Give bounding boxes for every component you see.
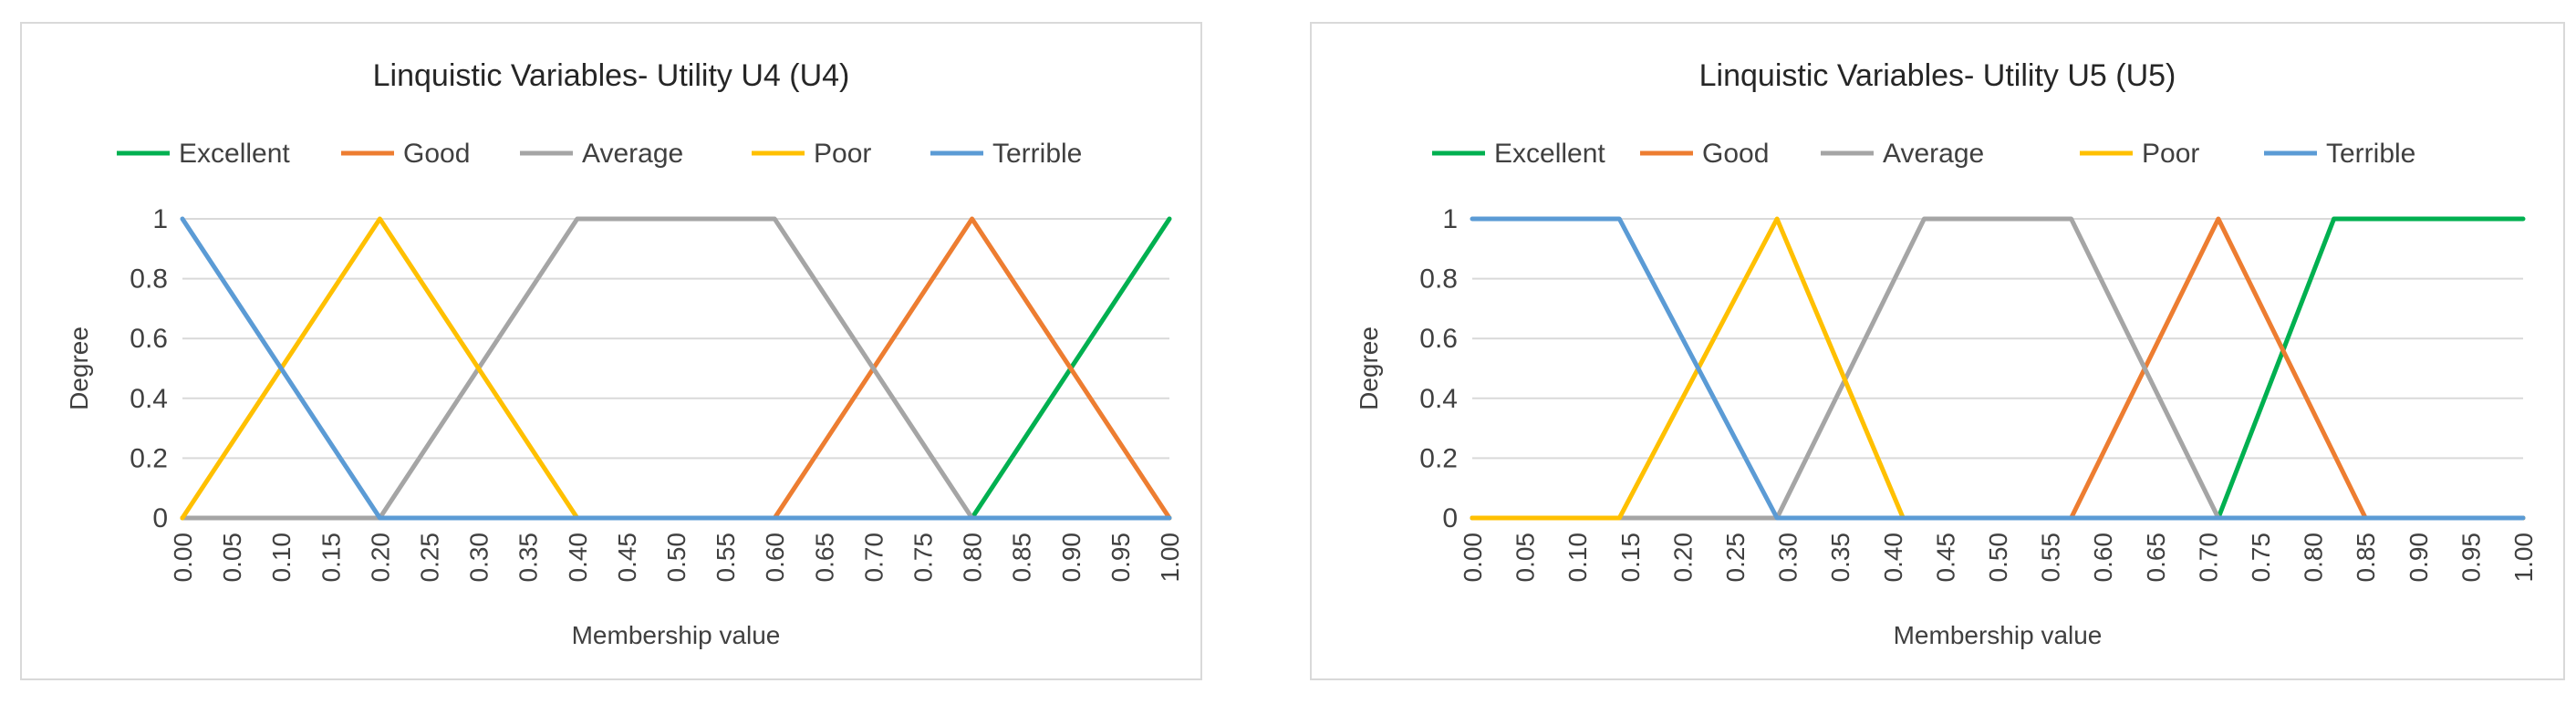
legend-label-average: Average [1883,139,1984,169]
series-line-good [180,216,1172,521]
x-tick-label: 0.25 [416,533,444,583]
x-tick-label: 0.70 [2194,533,2222,583]
x-tick-label: 0.45 [613,533,641,583]
x-tick-label: 0.65 [2142,533,2170,583]
chart-title: Linquistic Variables- Utility U4 (U4) [373,58,850,93]
legend-label-good: Good [403,139,470,169]
x-tick-label: 0.10 [267,533,296,583]
x-tick-label: 0.90 [2405,533,2433,583]
legend-label-average: Average [582,139,683,169]
x-tick-label: 0.00 [169,533,197,583]
series-line-average [1470,216,2526,521]
series-line-average [180,216,1172,521]
x-tick-label: 0.75 [2247,533,2275,583]
x-tick-label: 0.00 [1459,533,1487,583]
x-tick-label: 0.35 [514,533,543,583]
x-tick-label: 1.00 [1156,533,1184,583]
x-tick-label: 0.65 [810,533,838,583]
x-tick-label: 0.15 [1616,533,1645,583]
series-line-excellent [180,216,1172,521]
x-tick-label: 0.45 [1931,533,1959,583]
x-tick-label: 0.50 [662,533,691,583]
x-tick-label: 0.55 [712,533,740,583]
x-tick-label: 0.20 [1668,533,1697,583]
x-tick-label: 0.55 [2037,533,2065,583]
x-tick-label: 0.05 [218,533,246,583]
y-axis-title: Degree [1355,326,1383,410]
y-tick-label: 0.4 [1419,384,1458,414]
chart-u4: Linquistic Variables- Utility U4 (U4) Exc… [65,58,1184,649]
x-axis-title: Membership value [1894,621,2103,649]
x-tick-label: 0.40 [1879,533,1907,583]
x-tick-label: 0.90 [1057,533,1085,583]
legend-label-excellent: Excellent [1494,139,1605,169]
series-line-poor [1470,216,2526,521]
x-tick-label: 0.50 [1984,533,2012,583]
x-tick-label: 0.80 [959,533,987,583]
chart-panel-u5: Linquistic Variables- Utility U5 (U5) Exc… [1310,22,2565,680]
y-tick-label: 0.8 [1419,264,1458,295]
legend-label-excellent: Excellent [179,139,290,169]
chart-panel-u4: Linquistic Variables- Utility U4 (U4) Exc… [20,22,1202,680]
y-tick-label: 0 [152,503,168,533]
y-tick-label: 0.8 [130,264,168,295]
x-tick-label: 0.85 [1008,533,1036,583]
y-tick-label: 1 [1442,204,1458,234]
x-tick-label: 0.25 [1721,533,1750,583]
y-axis-title: Degree [65,326,93,410]
y-tick-label: 0.6 [1419,324,1458,354]
x-tick-label: 0.15 [317,533,345,583]
series-line-terrible [1470,216,2526,521]
legend-label-good: Good [1702,139,1769,169]
x-tick-label: 0.35 [1826,533,1854,583]
x-tick-label: 0.05 [1511,533,1540,583]
x-tick-label: 0.75 [909,533,938,583]
series-line-terrible [180,216,1172,521]
x-tick-label: 0.95 [2457,533,2485,583]
x-tick-label: 0.10 [1563,533,1592,583]
chart-title: Linquistic Variables- Utility U5 (U5) [1699,58,2176,93]
series-line-poor [180,216,1172,521]
x-tick-label: 0.70 [859,533,888,583]
x-tick-label: 0.20 [366,533,394,583]
y-tick-label: 0.2 [130,443,168,473]
series-line-good [1470,216,2526,521]
x-tick-label: 0.30 [1774,533,1802,583]
chart-u5: Linquistic Variables- Utility U5 (U5) Exc… [1355,58,2538,649]
y-tick-label: 0 [1442,503,1458,533]
x-tick-label: 0.60 [2089,533,2117,583]
legend-label-terrible: Terrible [992,139,1082,169]
x-tick-label: 0.85 [2352,533,2380,583]
x-tick-label: 0.95 [1106,533,1135,583]
legend-label-poor: Poor [2142,139,2199,169]
x-tick-label: 0.60 [761,533,789,583]
x-tick-label: 0.30 [465,533,493,583]
legend-label-terrible: Terrible [2326,139,2415,169]
y-tick-label: 1 [152,204,168,234]
y-tick-label: 0.4 [130,384,168,414]
series-line-excellent [1470,216,2526,521]
legend-label-poor: Poor [814,139,871,169]
x-tick-label: 1.00 [2509,533,2538,583]
y-tick-label: 0.6 [130,324,168,354]
x-axis-title: Membership value [572,621,781,649]
x-tick-label: 0.80 [2300,533,2328,583]
y-tick-label: 0.2 [1419,443,1458,473]
x-tick-label: 0.40 [564,533,592,583]
